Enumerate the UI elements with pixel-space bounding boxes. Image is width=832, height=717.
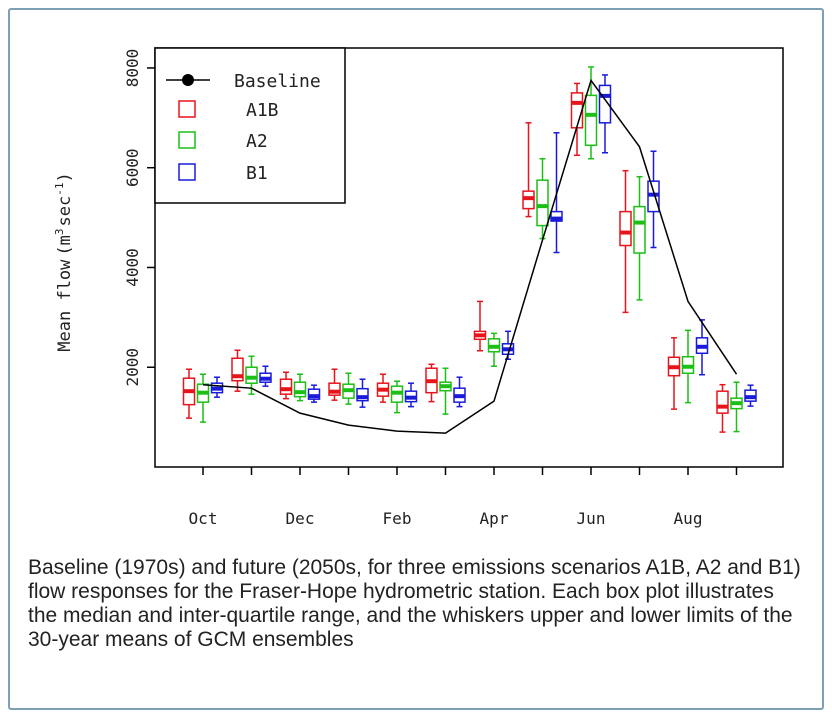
box-body [598,84,612,124]
box-body [619,210,632,247]
y-tick-label: 8000 [123,49,142,88]
legend-a1b-label: A1B [246,100,279,121]
legend-baseline-point [182,74,194,86]
x-tick-label: Feb [383,509,412,528]
box-body [536,179,549,227]
figure-caption: Baseline (1970s) and future (2050s, for … [28,556,801,651]
box-body [231,357,244,382]
legend-a2-label: A2 [246,131,268,152]
y-tick-label: 6000 [123,148,142,187]
legend-baseline-label: Baseline [234,71,321,92]
box-body [584,94,598,147]
legend-b1-swatch [178,163,196,181]
flow-chart: Mean flow(m3sec-1) 2000 4000 6000 8000 Oct De… [53,47,784,528]
y-tick-label: 2000 [123,348,142,387]
legend-a1b-swatch [178,100,196,118]
legend: Baseline A1B A2 B1 [154,47,346,204]
plot-frame [154,47,784,468]
box-body [356,387,369,402]
box-body [570,92,584,129]
x-tick-label: Jun [577,509,606,528]
box-body [550,210,563,222]
box-body [716,390,729,414]
legend-b1-label: B1 [246,163,268,184]
baseline-line [202,78,738,434]
x-tick-label: Oct [189,509,218,528]
x-tick-label: Aug [674,509,703,528]
x-tick-label: Apr [480,509,509,528]
legend-a2-swatch [178,131,196,149]
box-body [633,205,646,254]
box-body [245,366,258,384]
legend-box [154,47,346,204]
box-body [328,382,341,396]
box-body [293,381,307,398]
box-body [279,378,293,395]
y-axis-label: Mean flow(m3sec-1) [53,172,75,351]
x-tick-label: Dec [286,509,315,528]
y-tick-label: 4000 [123,248,142,287]
